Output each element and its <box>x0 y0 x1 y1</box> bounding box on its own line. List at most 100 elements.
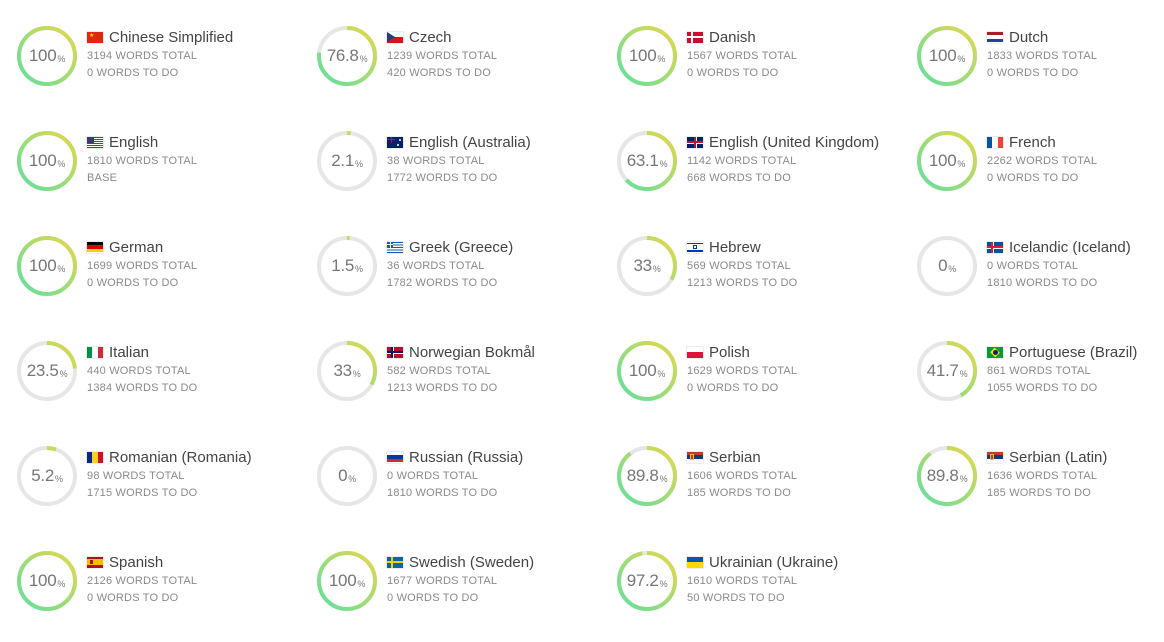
is-flag-icon <box>987 241 1003 253</box>
rs-flag-icon <box>687 451 703 463</box>
language-name: Italian <box>109 343 150 361</box>
words-to-do: 0 WORDS TO DO <box>987 172 1079 184</box>
language-card-greek-greece[interactable]: 1.5% Greek (Greece) 36 WORDS TOTAL 1782 … <box>317 236 607 316</box>
progress-arc <box>917 131 977 191</box>
progress-ring: 100% <box>317 551 377 611</box>
cn-flag-icon: ★ <box>87 31 103 43</box>
language-card-spanish[interactable]: 100% Spanish 2126 WORDS TOTAL 0 WORDS TO… <box>17 551 307 631</box>
percent-label: 33% <box>617 236 677 296</box>
language-card-english[interactable]: 100% English 1810 WORDS TOTAL BASE <box>17 131 307 211</box>
language-card-icelandic-iceland[interactable]: 0% Icelandic (Iceland) 0 WORDS TOTAL 181… <box>917 236 1164 316</box>
words-to-do: 1810 WORDS TO DO <box>387 487 498 499</box>
progress-arc <box>917 341 977 401</box>
language-card-hebrew[interactable]: 33% Hebrew 569 WORDS TOTAL 1213 WORDS TO… <box>617 236 907 316</box>
il-flag-icon <box>687 241 703 253</box>
words-to-do: 185 WORDS TO DO <box>987 487 1092 499</box>
language-name: Dutch <box>1009 28 1049 46</box>
words-total: 0 WORDS TOTAL <box>987 260 1079 272</box>
percent-label: 97.2% <box>617 551 677 611</box>
language-card-english-united-kingdom[interactable]: 63.1% English (United Kingdom) 1142 WORD… <box>617 131 907 211</box>
words-to-do: BASE <box>87 172 118 184</box>
language-card-german[interactable]: 100% German 1699 WORDS TOTAL 0 WORDS TO … <box>17 236 307 316</box>
us-flag-icon <box>87 136 103 148</box>
progress-arc <box>617 131 677 191</box>
words-total: 1239 WORDS TOTAL <box>387 50 498 62</box>
words-to-do: 420 WORDS TO DO <box>387 67 492 79</box>
percent-sign: % <box>352 368 361 379</box>
language-card-serbian-latin[interactable]: 89.8% Serbian (Latin) 1636 WORDS TOTAL 1… <box>917 446 1164 526</box>
percent-value: 33 <box>333 361 352 380</box>
language-card-italian[interactable]: 23.5% Italian 440 WORDS TOTAL 1384 WORDS… <box>17 341 307 421</box>
language-card-dutch[interactable]: 100% Dutch 1833 WORDS TOTAL 0 WORDS TO D… <box>917 26 1164 106</box>
language-card-danish[interactable]: 100% Danish 1567 WORDS TOTAL 0 WORDS TO … <box>617 26 907 106</box>
progress-ring: 23.5% <box>17 341 77 401</box>
no-flag-icon <box>387 346 403 358</box>
percent-sign: % <box>348 473 356 484</box>
percent-sign: % <box>657 368 666 379</box>
language-info: Czech 1239 WORDS TOTAL 420 WORDS TO DO <box>387 26 497 82</box>
language-info: Hebrew 569 WORDS TOTAL 1213 WORDS TO DO <box>687 236 797 292</box>
words-total: 1610 WORDS TOTAL <box>687 575 798 587</box>
percent-sign: % <box>355 263 363 274</box>
br-flag-icon <box>987 346 1003 358</box>
language-card-czech[interactable]: 76.8% Czech 1239 WORDS TOTAL 420 WORDS T… <box>317 26 607 106</box>
percent-value: 100 <box>628 46 657 65</box>
progress-arc <box>617 236 677 296</box>
percent-sign: % <box>55 473 63 484</box>
words-to-do: 1384 WORDS TO DO <box>87 382 198 394</box>
percent-value: 100 <box>928 151 957 170</box>
percent-value: 100 <box>28 46 57 65</box>
progress-ring: 0% <box>917 236 977 296</box>
words-to-do: 1213 WORDS TO DO <box>387 382 498 394</box>
se-flag-icon <box>387 556 403 568</box>
language-card-norwegian-bokm-l[interactable]: 33% Norwegian Bokmål 582 WORDS TOTAL 121… <box>317 341 607 421</box>
language-name: Czech <box>409 28 452 46</box>
progress-ring: 89.8% <box>917 446 977 506</box>
cz-flag-icon <box>387 31 403 43</box>
words-total: 0 WORDS TOTAL <box>387 470 479 482</box>
language-name: Portuguese (Brazil) <box>1009 343 1138 361</box>
language-name: Norwegian Bokmål <box>409 343 535 361</box>
progress-ring: 100% <box>917 26 977 86</box>
language-name: Chinese Simplified <box>109 28 234 46</box>
percent-label: 76.8% <box>317 26 377 86</box>
language-card-chinese-simplified[interactable]: 100% ★ Chinese Simplified 3194 WORDS TOT… <box>17 26 307 106</box>
language-card-serbian[interactable]: 89.8% Serbian 1606 WORDS TOTAL 185 WORDS… <box>617 446 907 526</box>
language-card-swedish-sweden[interactable]: 100% Swedish (Sweden) 1677 WORDS TOTAL 0… <box>317 551 607 631</box>
language-name: English (Australia) <box>409 133 531 151</box>
language-card-portuguese-brazil[interactable]: 41.7% Portuguese (Brazil) 861 WORDS TOTA… <box>917 341 1164 421</box>
language-card-english-australia[interactable]: 2.1% English (Australia) 38 WORDS TOTAL … <box>317 131 607 211</box>
percent-value: 100 <box>28 256 57 275</box>
language-card-french[interactable]: 100% French 2262 WORDS TOTAL 0 WORDS TO … <box>917 131 1164 211</box>
words-total: 1629 WORDS TOTAL <box>687 365 798 377</box>
language-card-romanian-romania[interactable]: 5.2% Romanian (Romania) 98 WORDS TOTAL 1… <box>17 446 307 526</box>
percent-value: 89.8 <box>626 466 659 485</box>
language-name: Russian (Russia) <box>409 448 524 466</box>
words-total: 1606 WORDS TOTAL <box>687 470 798 482</box>
percent-label: 1.5% <box>317 236 377 296</box>
words-total: 38 WORDS TOTAL <box>387 155 485 167</box>
words-to-do: 0 WORDS TO DO <box>87 277 179 289</box>
progress-arc <box>617 341 677 401</box>
percent-label: 63.1% <box>617 131 677 191</box>
percent-sign: % <box>57 158 66 169</box>
language-card-russian-russia[interactable]: 0% Russian (Russia) 0 WORDS TOTAL 1810 W… <box>317 446 607 526</box>
words-total: 861 WORDS TOTAL <box>987 365 1091 377</box>
percent-sign: % <box>659 473 668 484</box>
progress-ring: 100% <box>17 551 77 611</box>
words-to-do: 0 WORDS TO DO <box>387 592 479 604</box>
words-total: 569 WORDS TOTAL <box>687 260 791 272</box>
percent-sign: % <box>57 263 66 274</box>
percent-value: 97.2 <box>626 571 659 590</box>
progress-arc <box>317 131 377 191</box>
language-info: ★ Chinese Simplified 3194 WORDS TOTAL 0 … <box>87 26 233 82</box>
progress-arc <box>617 551 677 611</box>
au-flag-icon <box>387 136 403 148</box>
progress-arc <box>317 236 377 296</box>
fr-flag-icon <box>987 136 1003 148</box>
progress-arc <box>617 446 677 506</box>
language-card-ukrainian-ukraine[interactable]: 97.2% Ukrainian (Ukraine) 1610 WORDS TOT… <box>617 551 907 631</box>
words-total: 440 WORDS TOTAL <box>87 365 191 377</box>
gr-flag-icon <box>387 241 403 253</box>
language-card-polish[interactable]: 100% Polish 1629 WORDS TOTAL 0 WORDS TO … <box>617 341 907 421</box>
